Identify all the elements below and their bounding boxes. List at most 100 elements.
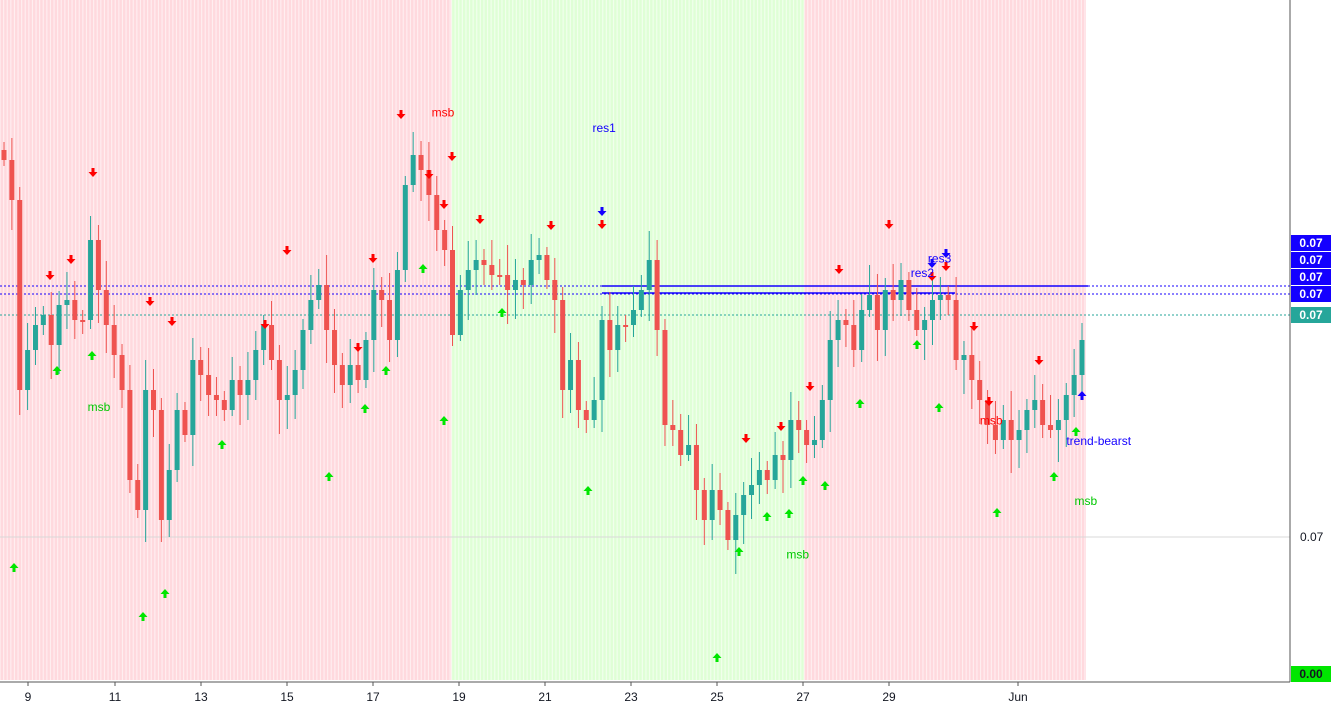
candle-body (929, 300, 935, 320)
arrow-down-icon (984, 397, 994, 406)
arrow-down-icon (776, 422, 786, 431)
arrow-down-icon (145, 297, 155, 306)
candle-body (213, 395, 219, 400)
arrow-up-icon (381, 366, 391, 375)
candle-body (379, 290, 385, 300)
buy-arrow (217, 440, 227, 449)
candle-body (40, 315, 46, 325)
sell-arrow (1034, 356, 1044, 365)
level-lines (0, 285, 1290, 538)
candle-body (859, 310, 865, 350)
candle-body (623, 325, 629, 327)
candle-body (985, 400, 991, 425)
price-tag (1291, 235, 1331, 251)
annotation-label: msb (1074, 494, 1097, 508)
candle-body (17, 200, 23, 390)
candle-body (450, 250, 456, 335)
buy-arrow (497, 308, 507, 317)
arrow-down-icon (941, 262, 951, 271)
arrow-down-icon (282, 246, 292, 255)
arrow-up-icon (820, 481, 830, 490)
price-tag-label: 0.07 (1299, 253, 1323, 267)
arrow-up-icon (87, 351, 97, 360)
candle-body (583, 410, 589, 420)
candle-body (371, 290, 377, 340)
arrow-down-icon (597, 207, 607, 216)
arrow-up-icon (734, 547, 744, 556)
buy-arrow (138, 612, 148, 621)
candle-body (418, 155, 424, 170)
candle-body (646, 260, 652, 290)
candle-body (890, 290, 896, 300)
candle-body (835, 320, 841, 340)
candle-body (111, 325, 117, 355)
candle-body (733, 515, 739, 540)
candle-body (25, 350, 31, 390)
x-tick-label: 27 (796, 690, 810, 704)
arrow-up-icon (712, 653, 722, 662)
candle-body (489, 265, 495, 275)
candle-body (819, 400, 825, 440)
x-tick-label: 13 (194, 690, 208, 704)
candle-body (630, 310, 636, 325)
x-tick-label: 15 (280, 690, 294, 704)
sell-arrow (396, 110, 406, 119)
candle-body (843, 320, 849, 325)
arrow-up-icon (762, 512, 772, 521)
candle-body (505, 275, 511, 290)
buy-arrow (381, 366, 391, 375)
sell-arrow (941, 262, 951, 271)
candle-body (143, 390, 149, 510)
buy-arrow (418, 264, 428, 273)
candle-body (284, 395, 290, 400)
buy-arrow (912, 340, 922, 349)
arrow-up-icon (1071, 427, 1081, 436)
candle-body (269, 325, 275, 360)
arrow-down-icon (66, 255, 76, 264)
buy-arrow (1077, 391, 1087, 400)
buy-arrow (934, 403, 944, 412)
arrow-down-icon (741, 434, 751, 443)
x-tick-label: Jun (1008, 690, 1027, 704)
candle-body (654, 260, 660, 330)
arrow-up-icon (497, 308, 507, 317)
arrow-up-icon (784, 509, 794, 518)
buy-arrow (160, 589, 170, 598)
candle-body (316, 285, 322, 300)
sell-arrow (597, 207, 607, 216)
candle-body (867, 295, 873, 310)
arrow-down-icon (927, 259, 937, 268)
sell-arrow (447, 152, 457, 161)
candle-body (977, 380, 983, 400)
annotation-label: msb (980, 414, 1003, 428)
candle-body (253, 350, 259, 380)
arrow-down-icon (597, 220, 607, 229)
candle-body (568, 360, 574, 390)
candle-body (434, 195, 440, 230)
candle-body (127, 390, 133, 480)
arrow-up-icon (934, 403, 944, 412)
arrow-down-icon (45, 271, 55, 280)
candle-body (261, 325, 267, 350)
candle-body (457, 290, 463, 335)
candle-body (749, 485, 755, 495)
price-tag-label: 0.07 (1299, 287, 1323, 301)
candle-body (1016, 430, 1022, 440)
candle-body (615, 325, 621, 350)
candle-body (402, 185, 408, 270)
buy-arrow (324, 472, 334, 481)
candle-body (670, 425, 676, 430)
candle-body (528, 260, 534, 285)
candle-body (709, 490, 715, 520)
price-tag (1291, 307, 1331, 323)
zone-bear (0, 0, 452, 680)
arrow-up-icon (583, 486, 593, 495)
candle-body (575, 360, 581, 410)
x-tick-label: 29 (882, 690, 896, 704)
arrow-up-icon (324, 472, 334, 481)
arrow-up-icon (912, 340, 922, 349)
sell-arrow (597, 220, 607, 229)
sell-arrow (167, 317, 177, 326)
candle-body (80, 320, 86, 322)
candle-body (725, 510, 731, 540)
